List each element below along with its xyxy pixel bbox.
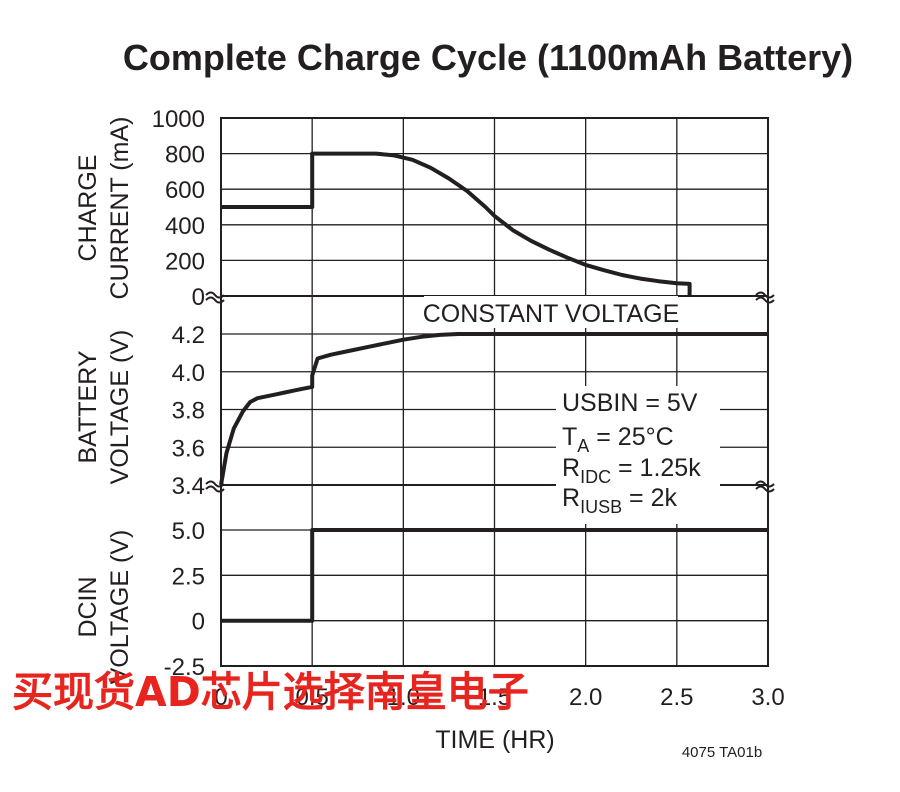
voltage-ylabel-line2: VOLTAGE (V) [106, 330, 134, 485]
condition-riusb: RIUSB = 2k [562, 484, 677, 517]
y-tick-labels: 1000 800 600 400 200 0 4.2 4.0 3.8 3.6 3.4 5.0 2.5 0 -… [152, 106, 205, 681]
traces [219, 151, 768, 623]
x-tick-label: 0 [214, 684, 227, 711]
current-ylabel-line2: CURRENT (mA) [106, 117, 134, 300]
dcin-ylabel-line1: DCIN [74, 576, 102, 637]
x-tick-label: 1.5 [478, 684, 511, 711]
y-tick-label-dcin-voltage: 5.0 [172, 518, 205, 545]
y-tick-label-dcin-voltage: -2.5 [164, 654, 205, 681]
y-tick-label-battery-voltage: 3.4 [172, 473, 205, 500]
y-tick-label-charge-current: 200 [165, 248, 205, 275]
voltage-ylabel-line1: BATTERY [74, 350, 102, 463]
panel-frame-3 [220, 484, 769, 667]
x-tick-labels: 0 0.5 1.0 1.5 2.0 2.5 3.0 [214, 684, 784, 711]
condition-usbin: USBIN = 5V [562, 389, 698, 417]
watermark-text: 买现货AD芯片选择南皇电子 [12, 668, 529, 716]
condition-ridc: RIDC = 1.25k [562, 454, 701, 487]
y-tick-label-battery-voltage: 4.2 [172, 322, 205, 349]
chart-title: Complete Charge Cycle (1100mAh Battery) [123, 37, 853, 78]
y-tick-label-charge-current: 400 [165, 213, 205, 240]
figure-code: 4075 TA01b [682, 744, 762, 761]
series-line-charge-current [221, 151, 692, 296]
y-tick-label-battery-voltage: 3.8 [172, 398, 205, 425]
series-line-dcin-voltage [221, 528, 768, 623]
constant-voltage-annotation: CONSTANT VOLTAGE [423, 300, 680, 328]
x-tick-label: 0.5 [295, 684, 328, 711]
y-tick-label-charge-current: 0 [192, 284, 205, 311]
y-tick-label-dcin-voltage: 2.5 [172, 563, 205, 590]
y-tick-label-battery-voltage: 4.0 [172, 360, 205, 387]
x-axis-label: TIME (HR) [435, 726, 554, 754]
axis-break-marks [205, 291, 775, 493]
y-tick-label-charge-current: 1000 [152, 106, 205, 133]
y-tick-label-charge-current: 800 [165, 142, 205, 169]
x-tick-label: 2.0 [569, 684, 602, 711]
y-tick-label-charge-current: 600 [165, 177, 205, 204]
y-tick-label-battery-voltage: 3.6 [172, 435, 205, 462]
series-line-battery-voltage [219, 332, 768, 486]
dcin-ylabel-line2: VOLTAGE (V) [106, 530, 134, 685]
y-tick-label-dcin-voltage: 0 [192, 609, 205, 636]
x-tick-label: 1.0 [387, 684, 420, 711]
x-tick-label: 3.0 [751, 684, 784, 711]
condition-ta: TA = 25°C [562, 423, 674, 456]
x-tick-label: 2.5 [660, 684, 693, 711]
current-ylabel-line1: CHARGE [74, 155, 102, 262]
